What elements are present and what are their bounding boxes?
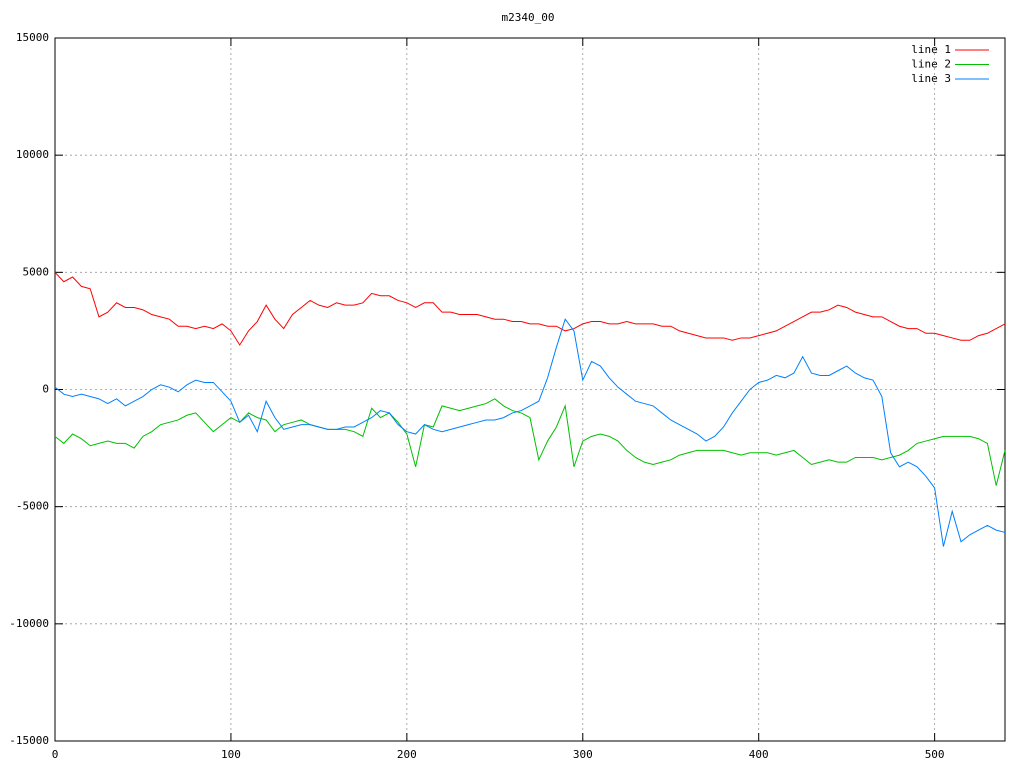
x-tick-label: 0 xyxy=(52,748,59,761)
y-tick-label: -5000 xyxy=(16,500,49,513)
series-line xyxy=(54,398,1006,486)
x-tick-label: 100 xyxy=(221,748,241,761)
y-tick-label: 10000 xyxy=(16,148,49,161)
chart-title: m2340_00 xyxy=(502,11,555,24)
legend-label: line 2 xyxy=(911,58,951,71)
y-tick-label: -15000 xyxy=(9,734,49,747)
x-tick-label: 300 xyxy=(573,748,593,761)
legend-label: line 3 xyxy=(911,72,951,85)
x-tick-label: 400 xyxy=(749,748,769,761)
x-tick-label: 500 xyxy=(925,748,945,761)
series-line xyxy=(54,318,1006,547)
x-tick-label: 200 xyxy=(397,748,417,761)
series-line xyxy=(54,271,1006,346)
y-tick-label: 15000 xyxy=(16,31,49,44)
y-tick-label: 5000 xyxy=(23,265,50,278)
y-tick-label: 0 xyxy=(42,383,49,396)
legend-label: line 1 xyxy=(911,43,951,56)
plot-frame xyxy=(54,37,1006,742)
y-tick-label: -10000 xyxy=(9,617,49,630)
